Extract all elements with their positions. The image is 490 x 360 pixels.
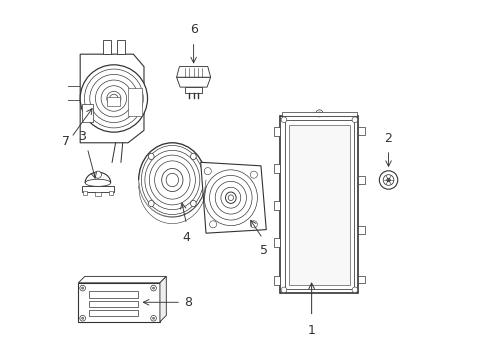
Bar: [89, 301, 138, 307]
Text: 3: 3: [78, 130, 86, 143]
Circle shape: [110, 94, 118, 103]
Ellipse shape: [225, 192, 236, 203]
Circle shape: [250, 171, 257, 178]
Text: 1: 1: [308, 324, 316, 337]
Circle shape: [95, 171, 101, 178]
Polygon shape: [160, 276, 166, 322]
Circle shape: [82, 317, 84, 319]
Bar: [89, 291, 138, 298]
Bar: [185, 87, 202, 93]
Bar: [107, 98, 120, 106]
Circle shape: [250, 221, 257, 228]
Circle shape: [80, 285, 85, 291]
Circle shape: [84, 69, 143, 128]
Bar: [78, 283, 160, 322]
Ellipse shape: [85, 179, 111, 186]
Text: 8: 8: [184, 296, 192, 309]
Text: 7: 7: [62, 135, 70, 148]
Circle shape: [80, 315, 85, 321]
Circle shape: [151, 285, 156, 291]
Bar: [89, 310, 138, 316]
Ellipse shape: [221, 187, 241, 208]
Ellipse shape: [148, 153, 154, 159]
Circle shape: [107, 91, 121, 105]
Bar: [128, 88, 142, 116]
Bar: [274, 276, 280, 284]
Bar: [83, 192, 87, 195]
Circle shape: [281, 287, 287, 293]
Bar: [82, 104, 93, 122]
Polygon shape: [176, 77, 211, 87]
Text: 5: 5: [261, 244, 269, 257]
Circle shape: [210, 221, 217, 228]
Bar: [274, 164, 280, 173]
Circle shape: [379, 171, 398, 189]
Polygon shape: [80, 54, 144, 143]
Ellipse shape: [141, 145, 203, 215]
Bar: [274, 127, 280, 136]
Text: 2: 2: [385, 132, 392, 145]
Circle shape: [82, 287, 84, 289]
Ellipse shape: [210, 175, 252, 220]
Ellipse shape: [149, 155, 196, 205]
Bar: [358, 127, 365, 135]
Bar: [280, 116, 358, 293]
Circle shape: [152, 317, 155, 319]
Ellipse shape: [228, 195, 233, 201]
Bar: [358, 276, 365, 283]
Bar: [289, 125, 349, 284]
Ellipse shape: [139, 143, 206, 217]
Text: 6: 6: [190, 23, 197, 36]
Circle shape: [80, 65, 147, 132]
Bar: [358, 176, 365, 184]
Ellipse shape: [162, 168, 183, 192]
Circle shape: [96, 80, 132, 117]
Bar: [274, 238, 280, 247]
Bar: [82, 186, 114, 192]
Bar: [109, 192, 113, 195]
Circle shape: [316, 110, 323, 117]
Text: 4: 4: [183, 231, 191, 244]
Ellipse shape: [155, 161, 190, 199]
Bar: [274, 201, 280, 210]
Polygon shape: [201, 162, 266, 233]
Ellipse shape: [145, 150, 200, 210]
Polygon shape: [59, 86, 80, 100]
Ellipse shape: [148, 201, 154, 207]
Circle shape: [383, 175, 394, 185]
Bar: [282, 112, 357, 116]
Circle shape: [318, 112, 321, 115]
Bar: [117, 40, 125, 54]
Circle shape: [90, 75, 138, 123]
Bar: [95, 192, 101, 196]
Ellipse shape: [215, 181, 246, 214]
Circle shape: [387, 178, 391, 182]
Circle shape: [152, 287, 155, 289]
Ellipse shape: [191, 201, 196, 207]
Ellipse shape: [166, 173, 178, 187]
Circle shape: [101, 86, 126, 111]
Circle shape: [352, 287, 358, 293]
Bar: [358, 226, 365, 234]
Polygon shape: [176, 67, 211, 77]
Circle shape: [352, 117, 358, 123]
Polygon shape: [78, 276, 166, 283]
Bar: [102, 40, 111, 54]
Ellipse shape: [191, 153, 196, 159]
Bar: [285, 121, 354, 289]
Circle shape: [151, 315, 156, 321]
Circle shape: [204, 168, 211, 175]
Circle shape: [281, 117, 287, 123]
Ellipse shape: [204, 170, 257, 226]
